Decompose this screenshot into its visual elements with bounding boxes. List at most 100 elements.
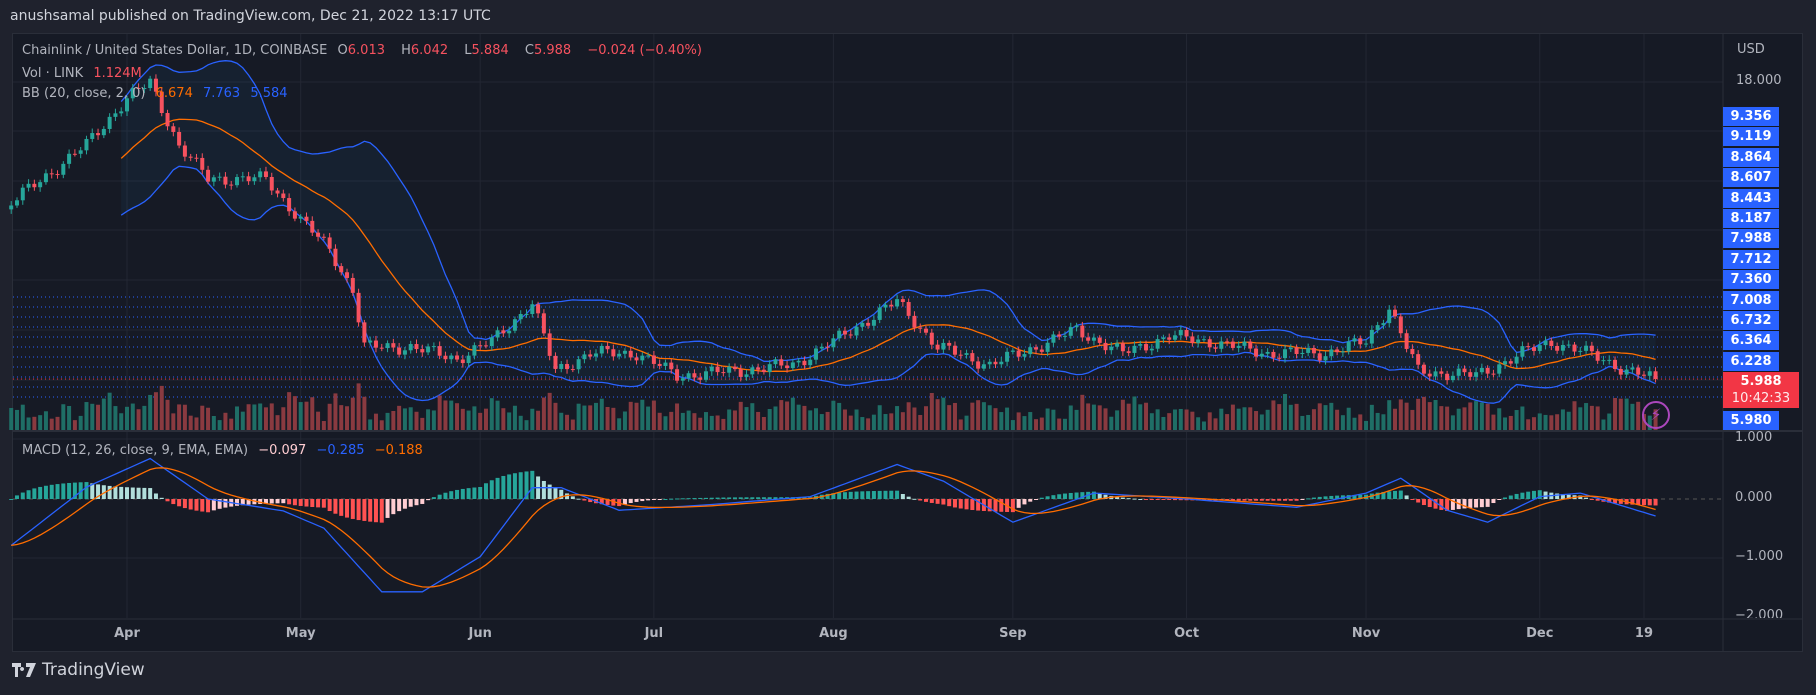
- macd-histogram-bar: [327, 499, 332, 512]
- volume-bar: [1329, 402, 1334, 430]
- candle-body: [964, 353, 969, 355]
- macd-histogram-bar: [1161, 499, 1166, 500]
- volume-bar: [67, 405, 72, 430]
- time-label: May: [285, 626, 316, 641]
- volume-bar: [877, 405, 882, 430]
- volume-bar: [640, 399, 645, 430]
- volume-bar: [1097, 405, 1102, 430]
- volume-bar: [402, 408, 407, 430]
- macd-histogram-bar: [501, 475, 506, 499]
- macd-histogram-bar: [1306, 498, 1311, 500]
- bb-legend[interactable]: BB (20, close, 2, 0) 6.674 7.763 5.584: [22, 86, 294, 101]
- volume-bar: [113, 406, 118, 430]
- candle-body: [426, 346, 431, 353]
- volume-bar: [1028, 412, 1033, 430]
- volume-bar: [240, 411, 245, 430]
- candle-body: [622, 350, 627, 354]
- candle-body: [1398, 316, 1403, 334]
- macd-histogram-bar: [72, 482, 77, 499]
- volume-legend[interactable]: Vol · LINK 1.124M: [22, 66, 148, 81]
- macd-histogram-bar: [339, 499, 344, 516]
- bb-label: BB (20, close, 2, 0): [22, 86, 146, 101]
- volume-bar: [941, 397, 946, 430]
- macd-histogram-bar: [1479, 499, 1484, 508]
- macd-histogram-bar: [860, 491, 865, 499]
- candle-body: [727, 366, 732, 373]
- candle-body: [507, 330, 512, 334]
- macd-histogram-bar: [1543, 491, 1548, 499]
- candle-body: [1497, 364, 1502, 374]
- macd-histogram-bar: [1387, 491, 1392, 499]
- macd-histogram-bar: [362, 499, 367, 521]
- candle-body: [1062, 335, 1067, 337]
- macd-histogram-bar: [541, 480, 546, 499]
- macd-histogram-bar: [455, 489, 460, 499]
- macd-value: −0.285: [316, 443, 365, 458]
- candle-body: [90, 133, 95, 139]
- volume-bar: [599, 398, 604, 430]
- volume-bar: [1387, 400, 1392, 430]
- volume-bar: [524, 420, 529, 430]
- candle-body: [1468, 372, 1473, 377]
- macd-histogram-bar: [750, 497, 755, 499]
- macd-histogram-bar: [611, 499, 616, 506]
- volume-bar: [1271, 400, 1276, 430]
- macd-histogram-bar: [507, 474, 512, 499]
- macd-histogram-bar: [478, 486, 483, 499]
- volume-bar: [814, 408, 819, 430]
- volume-bar: [90, 403, 95, 430]
- candle-body: [1091, 337, 1096, 341]
- candle-body: [680, 378, 685, 381]
- candle-body: [721, 372, 726, 374]
- macd-histogram-bar: [356, 499, 361, 521]
- tradingview-logo[interactable]: TradingView: [12, 660, 145, 680]
- symbol-title: Chainlink / United States Dollar, 1D, CO…: [22, 43, 328, 58]
- volume-bar: [489, 398, 494, 430]
- volume-bar: [1120, 399, 1125, 430]
- macd-histogram-bar: [866, 491, 871, 499]
- macd-histogram-bar: [1277, 499, 1282, 501]
- volume-bar: [1352, 417, 1357, 430]
- volume-bar: [1230, 404, 1235, 430]
- candle-body: [478, 345, 483, 347]
- macd-histogram-bar: [350, 499, 355, 519]
- candle-body: [1300, 352, 1305, 354]
- macd-histogram-bar: [952, 499, 957, 508]
- candle-body: [1352, 338, 1357, 342]
- candle-body: [1311, 348, 1316, 354]
- candle-body: [391, 343, 396, 348]
- volume-bar: [1520, 406, 1525, 430]
- macd-histogram-bar: [599, 499, 604, 505]
- macd-histogram-bar: [958, 499, 963, 509]
- macd-legend[interactable]: MACD (12, 26, close, 9, EMA, EMA) −0.097…: [22, 443, 429, 458]
- candle-body: [663, 362, 668, 366]
- macd-histogram-bar: [119, 486, 124, 499]
- volume-bar: [298, 402, 303, 430]
- lightning-icon[interactable]: ⚡: [1642, 401, 1670, 429]
- candle-body: [14, 200, 19, 206]
- candle-body: [854, 326, 859, 336]
- candle-body: [1491, 373, 1496, 375]
- macd-histogram-bar: [32, 488, 37, 499]
- candle-body: [304, 216, 309, 221]
- macd-histogram-bar: [918, 499, 923, 501]
- volume-bar: [1086, 403, 1091, 430]
- candle-body: [362, 322, 367, 343]
- volume-bar: [49, 418, 54, 430]
- volume-bar: [900, 412, 905, 430]
- chart-frame[interactable]: [12, 33, 1803, 652]
- volume-bar: [495, 400, 500, 430]
- macd-histogram-bar: [1485, 499, 1490, 507]
- candle-body: [125, 98, 129, 112]
- candle-body: [1120, 343, 1125, 352]
- candle-body: [1022, 354, 1027, 357]
- volume-bar: [246, 404, 251, 430]
- volume-bar: [206, 407, 211, 430]
- macd-histogram-bar: [287, 499, 292, 505]
- macd-histogram-bar: [1323, 496, 1328, 499]
- macd-histogram-bar: [831, 493, 836, 499]
- macd-histogram-bar: [345, 499, 350, 518]
- volume-bar: [767, 409, 772, 430]
- candle-body: [130, 87, 135, 99]
